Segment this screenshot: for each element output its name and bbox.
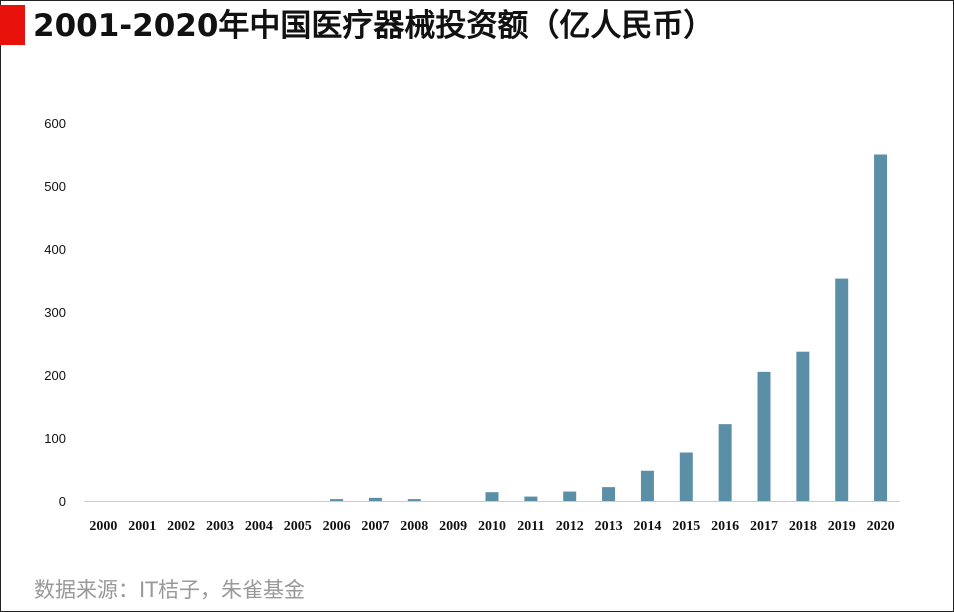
bar-2013 — [602, 487, 616, 501]
bar-2016 — [718, 424, 732, 501]
x-tick-label: 2018 — [789, 519, 817, 534]
bar-2018 — [796, 351, 810, 501]
bar-2017 — [757, 371, 771, 501]
x-tick-label: 2010 — [478, 519, 506, 534]
x-tick-label: 2014 — [633, 519, 661, 534]
bar-2014 — [640, 470, 654, 501]
chart-title: 2001-2020年中国医疗器械投资额（亿人民币） — [33, 8, 715, 44]
x-tick-label: 2015 — [672, 519, 700, 534]
bar-2006 — [330, 499, 344, 501]
x-tick-label: 2000 — [89, 519, 117, 534]
y-axis-ticks: 0 100 200 300 400 500 600 — [44, 116, 66, 509]
x-tick-label: 2004 — [245, 519, 273, 534]
bar-2011 — [524, 496, 538, 501]
x-tick-label: 2005 — [284, 519, 312, 534]
y-tick-label: 100 — [44, 431, 66, 446]
bars — [330, 154, 888, 501]
x-tick-label: 2006 — [323, 519, 351, 534]
x-tick-label: 2011 — [517, 519, 544, 534]
y-tick-label: 0 — [59, 494, 66, 509]
y-tick-label: 200 — [44, 368, 66, 383]
source-note: 数据来源：IT桔子，朱雀基金 — [34, 578, 306, 602]
bar-2020 — [874, 154, 888, 501]
bar-2015 — [679, 452, 693, 501]
y-tick-label: 300 — [44, 305, 66, 320]
bar-2008 — [407, 499, 421, 501]
y-tick-label: 400 — [44, 242, 66, 257]
y-tick-label: 600 — [44, 116, 66, 131]
x-tick-label: 2016 — [711, 519, 739, 534]
x-tick-label: 2013 — [595, 519, 623, 534]
x-tick-label: 2020 — [867, 519, 895, 534]
x-tick-label: 2002 — [167, 519, 195, 534]
y-tick-label: 500 — [44, 179, 66, 194]
bar-2012 — [563, 491, 577, 501]
x-tick-label: 2007 — [361, 519, 389, 534]
x-tick-label: 2003 — [206, 519, 234, 534]
title-accent-bar — [0, 5, 25, 45]
bar-2010 — [485, 492, 499, 501]
bar-2007 — [368, 497, 382, 501]
x-tick-label: 2001 — [128, 519, 156, 534]
x-tick-label: 2019 — [828, 519, 856, 534]
x-tick-label: 2017 — [750, 519, 778, 534]
x-axis-labels: 2000 2001 2002 2003 2004 2005 2006 2007 2008 2009… — [89, 519, 894, 534]
x-tick-label: 2008 — [400, 519, 428, 534]
x-tick-label: 2009 — [439, 519, 467, 534]
bar-2019 — [835, 278, 849, 501]
x-tick-label: 2012 — [556, 519, 584, 534]
